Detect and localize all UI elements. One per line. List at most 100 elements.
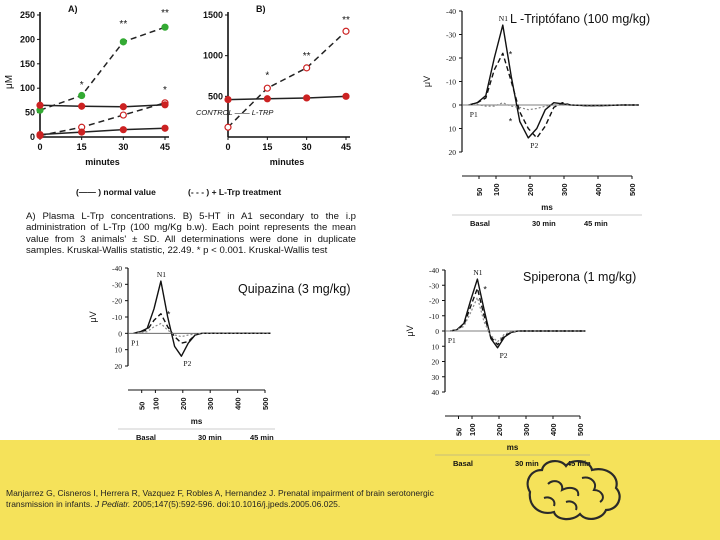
quipazina-panel-title: Quipazina (3 mg/kg) (238, 282, 351, 296)
chart-a-y-tick-label: 100 (20, 83, 35, 93)
chart-spiperona-erp-trace (450, 287, 586, 346)
chart-spiperona-erp-y-label: μV (405, 325, 415, 336)
chart-spiperona-erp-legend-label: Basal (453, 459, 473, 468)
chart-trp-erp-legend-label: 45 min (584, 219, 608, 228)
chart-b-data-point (342, 92, 350, 100)
chart-trp-erp-peak-label: P1 (470, 110, 478, 119)
citation-authors: Manjarrez G, Cisneros I, Herrera R, Vazq… (6, 488, 434, 509)
chart-quipazina-erp-y-tick-label: 10 (115, 346, 123, 355)
chart-trp-erp-y-tick-label: 0 (452, 101, 456, 110)
chart-spiperona-erp-peak-label: N1 (473, 268, 482, 277)
chart-quipazina-erp-x-tick-label: 500 (261, 397, 270, 410)
chart-trp-erp-legend-label: Basal (470, 219, 490, 228)
chart-a-data-point (119, 103, 127, 111)
chart-trp-erp-x-tick-label: 100 (492, 183, 501, 196)
chart-b-x-tick-label: 15 (262, 142, 272, 152)
chart-spiperona-erp-x-tick-label: 400 (549, 423, 558, 436)
chart-a-series-line (39, 104, 166, 108)
chart-spiperona-erp-y-tick-label: 40 (432, 388, 440, 397)
chart-quipazina-erp-legend-label: Basal (136, 433, 156, 442)
chart-trp-erp-x-tick-label: 200 (526, 183, 535, 196)
chart-spiperona-erp-legend-label: 30 min (515, 459, 539, 468)
trp-panel-title: L -Triptófano (100 mg/kg) (510, 12, 651, 26)
chart-a-data-point (119, 111, 127, 119)
chart-a-y-tick-label: 250 (20, 10, 35, 20)
chart-trp-erp-significance-marker: * (509, 49, 513, 59)
chart-trp-erp-peak-label: P2 (530, 141, 538, 150)
chart-a-data-point (161, 23, 169, 31)
chart-a-panel-label: A) (68, 4, 78, 14)
figure-caption: A) Plasma L-Trp concentrations. B) 5-HT … (26, 211, 356, 257)
chart-spiperona-erp-peak-label: P1 (448, 336, 456, 345)
chart-quipazina-erp-y-tick-label: 20 (115, 362, 123, 371)
chart-b-data-point (303, 94, 311, 102)
chart-quipazina-erp-significance-marker: * (167, 310, 171, 320)
legend-normal-label: (—— ) normal value (76, 187, 156, 197)
chart-b-panel-label: B) (256, 4, 266, 14)
chart-b-significance-marker: * (265, 70, 269, 81)
chart-trp-erp-peak-label: N1 (499, 14, 508, 23)
chart-a-y-label: μM (4, 75, 15, 89)
chart-a-x-label: minutes (85, 157, 120, 167)
chart-trp-erp-x-label: ms (541, 203, 553, 212)
chart-spiperona-erp-x-tick-label: 100 (468, 423, 477, 436)
chart-spiperona-erp-y-tick-label: -10 (429, 312, 439, 321)
chart-spiperona-erp-x-tick-label: 200 (495, 423, 504, 436)
chart-b-x-tick-label: 45 (341, 142, 351, 152)
chart-trp-erp-x-tick-label: 400 (594, 183, 603, 196)
chart-b-data-point (263, 95, 271, 103)
chart-a-y-tick-label: 150 (20, 59, 35, 69)
chart-a-series-line (39, 26, 166, 111)
citation-details: 2005;147(5):592-596. doi:10.1016/j.jpeds… (132, 499, 341, 509)
chart-a-significance-marker: ** (119, 19, 127, 30)
chart-a-data-point (161, 101, 169, 109)
chart-spiperona-erp-x-tick-label: 300 (522, 423, 531, 436)
footer-band (0, 440, 720, 540)
chart-trp-erp-y-label: μV (422, 76, 432, 87)
chart-quipazina-erp-peak-label: P1 (131, 338, 139, 347)
chart-a-data-point (161, 124, 169, 132)
chart-spiperona-erp-y-tick-label: 20 (432, 358, 440, 367)
chart-quipazina-erp-x-label: ms (191, 417, 203, 426)
chart-trp-erp-x-tick-label: 300 (560, 183, 569, 196)
chart-a-data-point (119, 38, 127, 46)
chart-quipazina-erp-trace (133, 322, 271, 338)
chart-quipazina-erp-legend-label: 30 min (198, 433, 222, 442)
chart-spiperona-erp-y-tick-label: -40 (429, 266, 439, 275)
chart-a-significance-marker: * (163, 85, 167, 96)
chart-b-significance-marker: ** (303, 51, 311, 62)
chart-spiperona-erp-y-tick-label: -30 (429, 281, 439, 290)
chart-spiperona-erp-y-tick-label: 30 (432, 373, 440, 382)
chart-spiperona-erp-peak-label: P2 (500, 351, 508, 360)
chart-a-data-point (36, 130, 44, 139)
chart-quipazina-erp-y-label: μV (88, 311, 98, 322)
chart-spiperona-erp-trace (450, 296, 586, 343)
chart-a-significance-marker: * (80, 80, 84, 91)
chart-trp-erp-y-tick-label: -20 (446, 54, 456, 63)
chart-trp-erp-trace (468, 52, 639, 139)
chart-quipazina-erp-y-tick-label: 0 (118, 329, 122, 338)
chart-b-data-point (342, 27, 350, 35)
chart-quipazina-erp-y-tick-label: -20 (112, 297, 122, 306)
chart-a-data-point (78, 128, 86, 136)
chart-quipazina-erp-trace (133, 280, 271, 357)
chart-b-y-tick-label: 500 (208, 91, 223, 101)
chart-quipazina-erp-x-tick-label: 300 (206, 397, 215, 410)
chart-b-significance-marker: ** (342, 15, 350, 26)
chart-spiperona-erp-y-tick-label: 10 (432, 342, 440, 351)
chart-quipazina-erp-y-tick-label: -30 (112, 280, 122, 289)
chart-a-y-tick-label: 0 (30, 132, 35, 142)
chart-quipazina-erp-peak-label: N1 (157, 270, 166, 279)
chart-spiperona-erp-x-tick-label: 50 (455, 428, 464, 436)
chart-trp-erp-legend-label: 30 min (532, 219, 556, 228)
chart-b-data-point (303, 64, 311, 72)
chart-trp-erp-y-tick-label: 10 (449, 125, 457, 134)
chart-spiperona-erp-y-tick-label: -20 (429, 297, 439, 306)
chart-b-inline-legend: CONTROL —— L-TRP (196, 108, 273, 117)
chart-trp-erp-y-tick-label: 20 (449, 148, 457, 157)
chart-quipazina-erp-peak-label: P2 (183, 359, 191, 368)
chart-quipazina-erp-x-tick-label: 400 (234, 397, 243, 410)
chart-a-x-tick-label: 15 (77, 142, 87, 152)
chart-b-x-tick-label: 30 (302, 142, 312, 152)
